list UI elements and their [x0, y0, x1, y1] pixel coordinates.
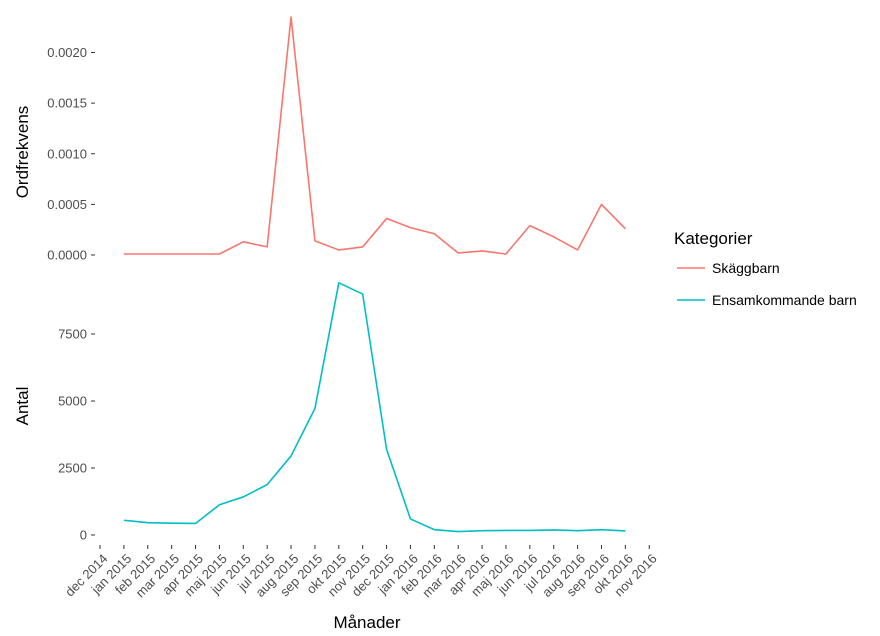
antal-panel: 0 2500 5000 7500 — [58, 282, 626, 543]
series-line-skaggbarn — [123, 16, 626, 255]
y-tick-label-ordfrekvens: 0.0020 — [47, 45, 87, 60]
y-tick-label-antal: 7500 — [58, 327, 87, 342]
y-tick-label-antal: 2500 — [58, 461, 87, 476]
y-axis-title-antal: Antal — [13, 387, 32, 426]
ordfrekvens-panel: 0.0000 0.0005 0.0010 0.0015 0.0020 — [47, 16, 626, 263]
y-axis-title-ordfrekvens: Ordfrekvens — [13, 106, 32, 199]
x-axis-title: Månader — [333, 613, 400, 632]
y-tick-label-ordfrekvens: 0.0005 — [47, 197, 87, 212]
y-tick-label-ordfrekvens: 0.0010 — [47, 146, 87, 161]
y-tick-label-ordfrekvens: 0.0000 — [47, 248, 87, 263]
legend-title: Kategorier — [674, 229, 753, 248]
y-tick-label-antal: 0 — [80, 528, 87, 543]
y-tick-label-antal: 5000 — [58, 394, 87, 409]
legend: Kategorier Skäggbarn Ensamkommande barn — [674, 229, 857, 308]
y-tick-label-ordfrekvens: 0.0015 — [47, 96, 87, 111]
legend-label-ensamkommande: Ensamkommande barn — [712, 292, 857, 308]
series-line-ensamkommande-barn — [123, 282, 626, 533]
legend-label-skaggbarn: Skäggbarn — [712, 260, 780, 276]
